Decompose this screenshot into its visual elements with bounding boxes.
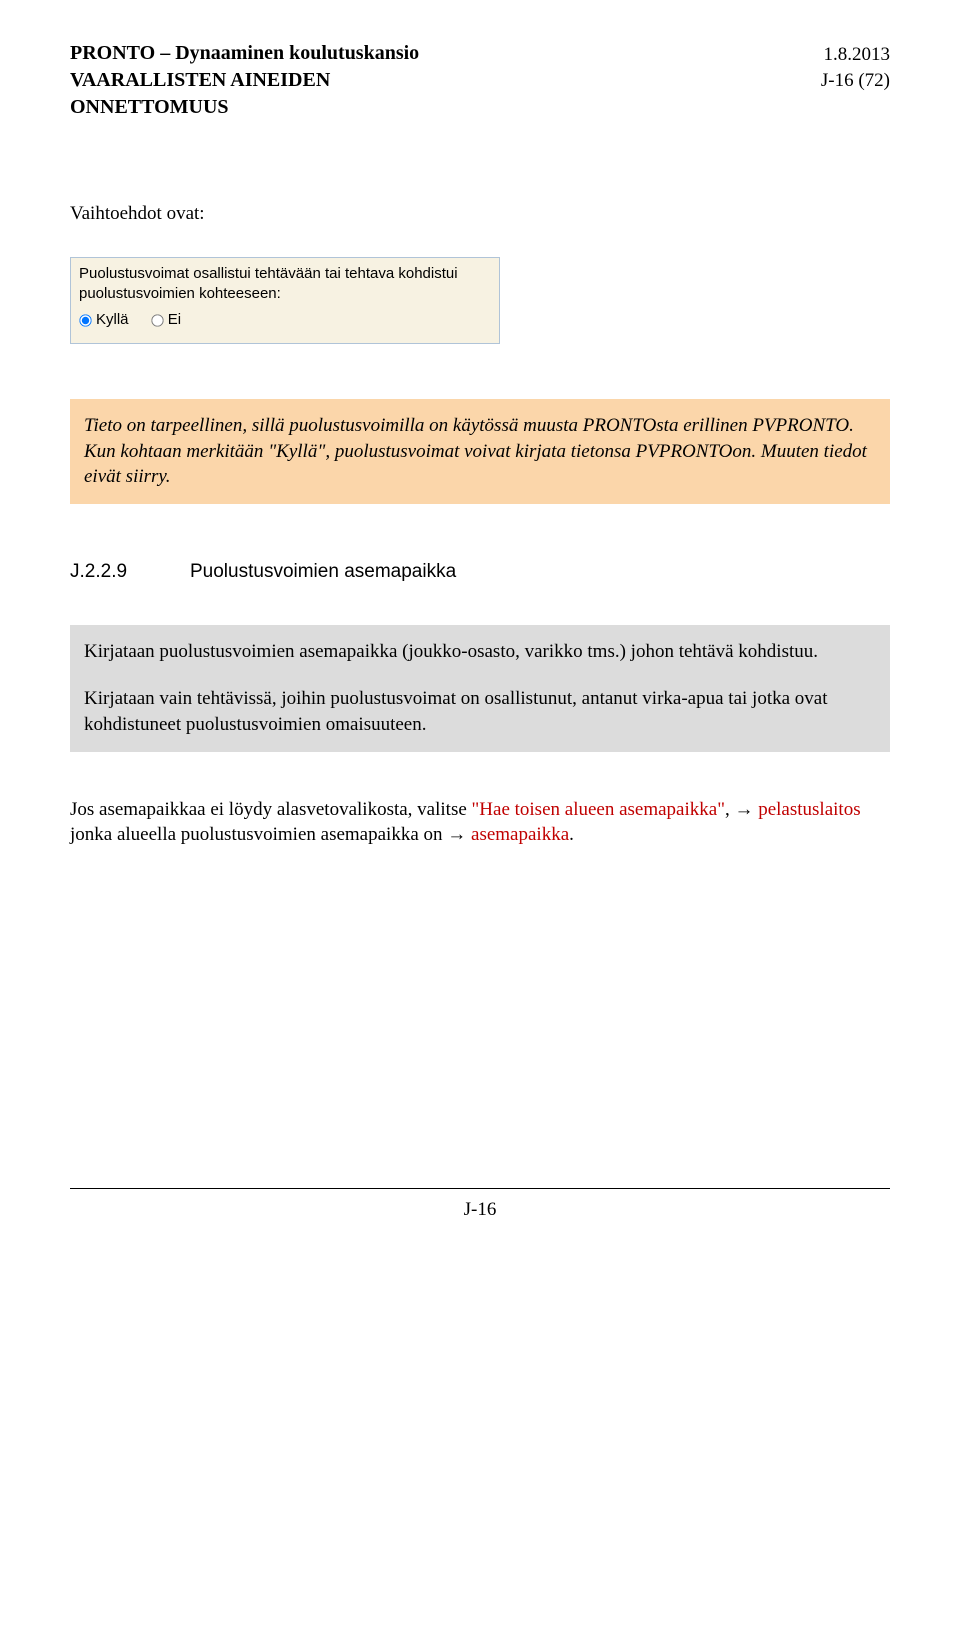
section-number: J.2.2.9 [70, 559, 190, 585]
body-mid: , → [725, 799, 758, 820]
info-callout-orange: Tieto on tarpeellinen, sillä puolustusvo… [70, 399, 890, 504]
footer-pagenum: J-16 [464, 1199, 497, 1220]
radio-yes-label: Kyllä [96, 310, 129, 330]
radio-question-text: Puolustusvoimat osallistui tehtävään tai… [79, 264, 491, 305]
body-red-1: "Hae toisen alueen asemapaikka" [472, 799, 725, 820]
page-footer: J-16 [70, 1188, 890, 1223]
header-meta-block: 1.8.2013 J-16 (72) [821, 40, 890, 93]
orange-paragraph: Tieto on tarpeellinen, sillä puolustusvo… [84, 413, 876, 490]
radio-no-label: Ei [168, 310, 181, 330]
radio-question-line1: Puolustusvoimat osallistui tehtävään tai… [79, 265, 458, 282]
header-pagecode: J-16 (72) [821, 68, 890, 94]
gray-paragraph-1: Kirjataan puolustusvoimien asemapaikka (… [84, 639, 876, 665]
header-title-line2: VAARALLISTEN AINEIDEN [70, 67, 419, 94]
lead-text: Vaihtoehdot ovat: [70, 201, 890, 227]
radio-question-box: Puolustusvoimat osallistui tehtävään tai… [70, 257, 500, 344]
header-title-block: PRONTO – Dynaaminen koulutuskansio VAARA… [70, 40, 419, 121]
header-date: 1.8.2013 [821, 42, 890, 68]
info-callout-gray: Kirjataan puolustusvoimien asemapaikka (… [70, 625, 890, 752]
body-paragraph: Jos asemapaikkaa ei löydy alasvetovaliko… [70, 797, 890, 848]
page-header: PRONTO – Dynaaminen koulutuskansio VAARA… [70, 40, 890, 121]
body-mid2: jonka alueella puolustusvoimien asemapai… [70, 824, 471, 845]
header-title-line3: ONNETTOMUUS [70, 94, 419, 121]
radio-option-yes[interactable]: Kyllä [79, 310, 129, 330]
section-title: Puolustusvoimien asemapaikka [190, 559, 456, 585]
body-pre: Jos asemapaikkaa ei löydy alasvetovaliko… [70, 799, 472, 820]
orange-text-kylla: "Kyllä" [268, 441, 325, 462]
body-red-2: pelastuslaitos [758, 799, 860, 820]
section-heading: J.2.2.9 Puolustusvoimien asemapaikka [70, 559, 890, 585]
header-title-line1: PRONTO – Dynaaminen koulutuskansio [70, 40, 419, 67]
radio-option-no[interactable]: Ei [151, 310, 181, 330]
body-red-3: asemapaikka [471, 824, 569, 845]
radio-question-line2: puolustusvoimien kohteeseen: [79, 285, 281, 302]
gray-paragraph-2: Kirjataan vain tehtävissä, joihin puolus… [84, 686, 876, 737]
radio-no-input[interactable] [151, 314, 163, 326]
radio-options: Kyllä Ei [79, 310, 491, 333]
body-end: . [569, 824, 574, 845]
radio-yes-input[interactable] [79, 314, 91, 326]
